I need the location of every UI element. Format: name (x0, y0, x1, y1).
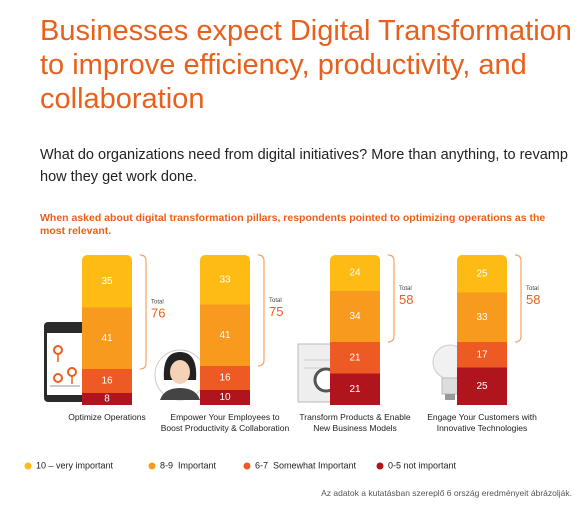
total-label: Total (269, 298, 282, 304)
bar-segment (200, 366, 250, 390)
title: Businesses expect Digital Transformation… (40, 15, 572, 115)
total-value: 75 (269, 304, 283, 319)
value-label: 16 (219, 373, 231, 384)
legend-label: 0-5 not important (388, 460, 457, 470)
total-bracket (139, 254, 147, 370)
value-label: 35 (101, 276, 113, 287)
bar-segment (200, 304, 250, 366)
category-label: Empower Your Employees to Boost Producti… (160, 412, 290, 433)
bar-segment (330, 255, 380, 291)
bar-segment (330, 291, 380, 342)
total-label: Total (399, 286, 412, 292)
bar-segment (457, 292, 507, 342)
total-value: 58 (526, 292, 540, 307)
total-bracket (257, 254, 265, 367)
subtitle: What do organizations need from digital … (40, 147, 568, 185)
bar-segment (200, 255, 250, 305)
bar-segment (457, 367, 507, 405)
bar-segment (82, 369, 132, 393)
total-value: 58 (399, 292, 413, 307)
bar-segment (457, 342, 507, 368)
value-label: 41 (219, 330, 231, 341)
value-label: 8 (104, 394, 110, 405)
legend-label: 10 – very important (36, 460, 114, 470)
footnote: Az adatok a kutatásban szereplő 6 ország… (321, 488, 572, 498)
value-label: 33 (219, 274, 231, 285)
tablet-icon (44, 322, 86, 402)
value-label: 24 (349, 268, 361, 279)
total-label: Total (526, 286, 539, 292)
total-value: 76 (151, 305, 165, 320)
legend-swatch (376, 462, 384, 470)
legend-label: 6-7 Somewhat Important (255, 460, 357, 470)
category-label: Transform Products & Enable New Business… (299, 412, 411, 433)
value-label: 21 (349, 352, 361, 363)
value-label: 34 (349, 311, 361, 322)
value-label: 16 (101, 376, 113, 387)
category-label: Engage Your Customers with Innovative Te… (427, 412, 537, 433)
total-label: Total (151, 300, 164, 306)
category-label: Optimize Operations (68, 412, 146, 422)
bar-segment (82, 307, 132, 369)
value-label: 33 (476, 312, 488, 323)
bar-segment (200, 390, 250, 405)
value-label: 10 (219, 392, 231, 403)
value-label: 25 (476, 268, 488, 279)
legend-label: 8-9 Important (160, 460, 217, 470)
value-label: 21 (349, 384, 361, 395)
total-bracket (387, 254, 395, 343)
bar-segment (457, 255, 507, 293)
legend-swatch (243, 462, 251, 470)
legend-swatch (148, 462, 156, 470)
legend-swatch (24, 462, 32, 470)
bar-segment (82, 393, 132, 405)
bar-segment (330, 373, 380, 405)
value-label: 41 (101, 333, 113, 344)
person-icon (154, 349, 206, 401)
value-label: 17 (476, 349, 488, 360)
bar-segment (82, 255, 132, 308)
total-bracket (514, 254, 522, 343)
value-label: 25 (476, 381, 488, 392)
chart-title: When asked about digital transformation … (40, 212, 546, 237)
bar-segment (330, 342, 380, 374)
